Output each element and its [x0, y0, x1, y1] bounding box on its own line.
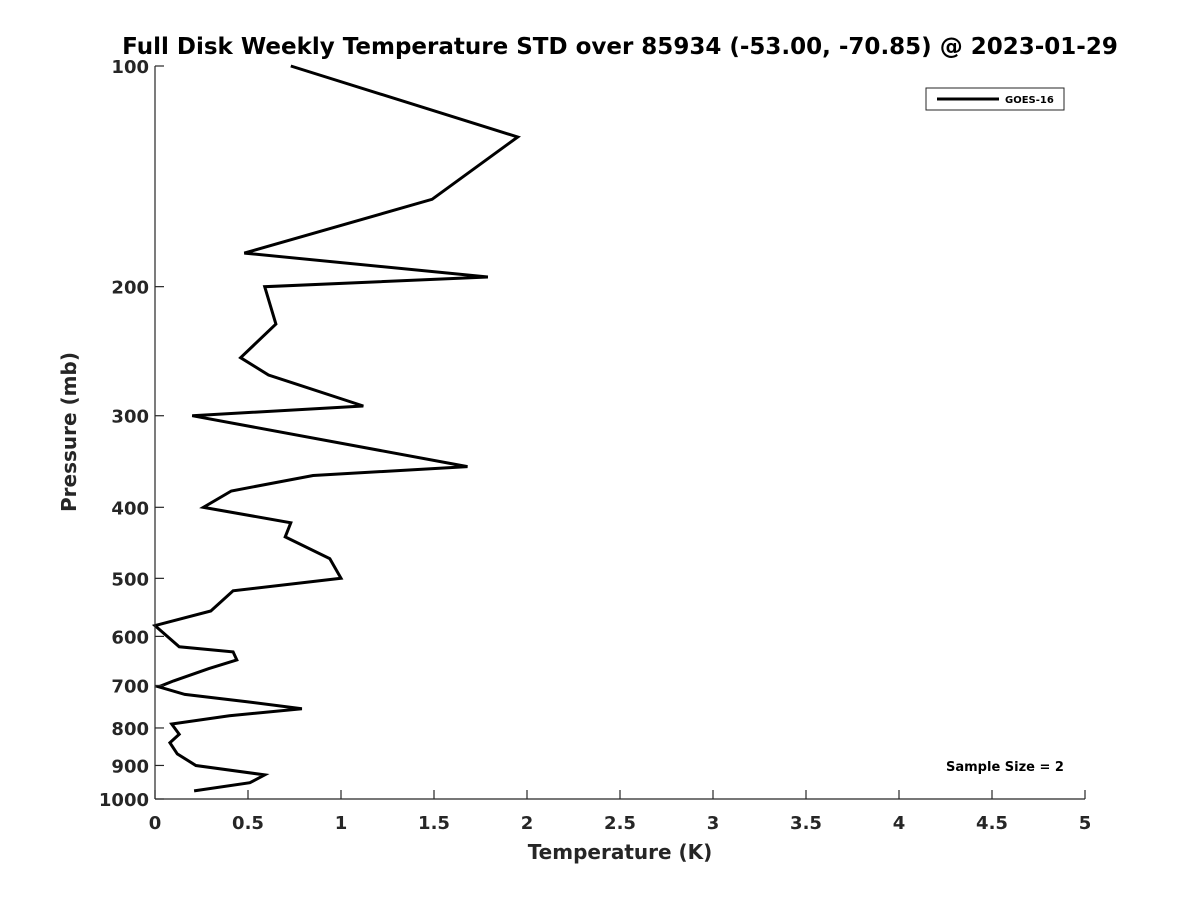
y-tick-label: 100 [111, 57, 149, 78]
y-tick-label: 600 [111, 627, 149, 648]
x-tick-label: 2.5 [604, 813, 636, 834]
plot-area [151, 64, 521, 793]
y-tick-label: 800 [111, 719, 149, 740]
legend-label-goes-16: GOES-16 [1005, 95, 1054, 106]
chart-title: Full Disk Weekly Temperature STD over 85… [122, 34, 1118, 60]
x-tick-label: 1.5 [418, 813, 450, 834]
y-tick-label: 900 [111, 756, 149, 777]
y-tick-label: 300 [111, 407, 149, 428]
x-tick-label: 4 [893, 813, 906, 834]
x-tick-label: 3 [707, 813, 720, 834]
y-tick-label: 500 [111, 569, 149, 590]
x-tick-label: 1 [335, 813, 348, 834]
y-axis-label: Pressure (mb) [57, 352, 81, 512]
sample-size-annotation: Sample Size = 2 [946, 760, 1064, 775]
legend: GOES-16 [925, 87, 1065, 111]
x-tick-label: 2 [521, 813, 534, 834]
x-tick-label: 0 [149, 813, 162, 834]
series-line-goes-16 [151, 64, 521, 793]
x-tick-label: 3.5 [790, 813, 822, 834]
x-axis-label: Temperature (K) [528, 840, 713, 864]
y-tick-label: 700 [111, 676, 149, 697]
y-tick-label: 1000 [99, 790, 149, 811]
y-tick-label: 400 [111, 498, 149, 519]
x-tick-label: 4.5 [976, 813, 1008, 834]
y-tick-label: 200 [111, 278, 149, 299]
y-axis-ticks: 100 200 300 400 500 600 700 800 900 1000 [99, 57, 164, 811]
x-axis-ticks: 0 0.5 1 1.5 2 2.5 3 3.5 4 4.5 5 [149, 790, 1092, 834]
x-tick-label: 5 [1079, 813, 1092, 834]
x-tick-label: 0.5 [232, 813, 264, 834]
